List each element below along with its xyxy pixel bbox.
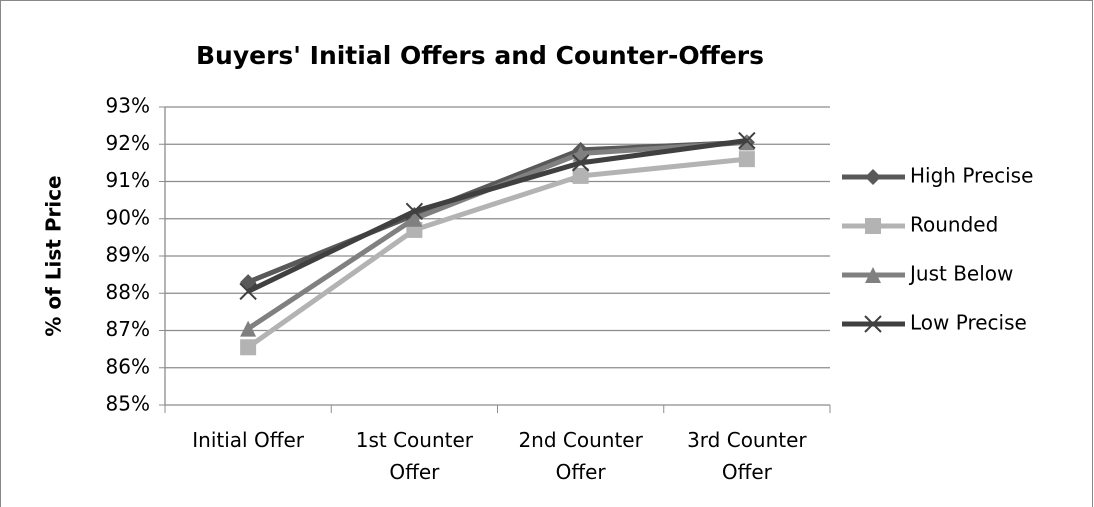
y-tick-label: 86% — [106, 354, 150, 378]
series-line — [246, 139, 748, 331]
legend-marker — [865, 267, 881, 283]
data-point — [572, 167, 589, 184]
legend-marker — [865, 218, 881, 234]
x-tick-label: 3rd Counter Offer — [687, 428, 807, 484]
x-tick-label: 2nd Counter Offer — [518, 428, 643, 484]
data-point — [571, 154, 590, 172]
data-point — [405, 202, 424, 221]
series-line — [247, 138, 748, 294]
chart-title: Buyers' Initial Offers and Counter-Offer… — [196, 41, 764, 70]
y-tick-label: 87% — [106, 317, 150, 341]
legend-marker — [864, 315, 882, 333]
data-point — [239, 282, 257, 301]
y-tick-label: 88% — [106, 280, 150, 304]
data-point — [406, 210, 423, 227]
x-tick-label: Initial Offer — [192, 428, 304, 452]
data-point — [738, 151, 755, 168]
data-point — [240, 339, 257, 356]
data-point — [240, 320, 257, 337]
y-tick-label: 89% — [106, 243, 150, 267]
legend-label: High Precise — [910, 164, 1033, 188]
legend-label: Rounded — [910, 213, 998, 237]
y-tick-label: 91% — [106, 168, 150, 192]
series-line — [246, 156, 748, 350]
series-line — [247, 139, 747, 285]
y-tick-label: 90% — [106, 205, 150, 229]
x-tick-label: 1st Counter Offer — [355, 428, 473, 484]
legend-label: Just Below — [908, 262, 1013, 286]
y-axis-label: % of List Price — [42, 175, 66, 336]
legend-marker — [865, 169, 881, 185]
y-tick-label: 85% — [106, 392, 150, 416]
y-tick-label: 92% — [106, 131, 150, 155]
data-point — [738, 131, 756, 150]
y-tick-label: 93% — [106, 94, 150, 118]
legend-label: Low Precise — [910, 311, 1027, 335]
